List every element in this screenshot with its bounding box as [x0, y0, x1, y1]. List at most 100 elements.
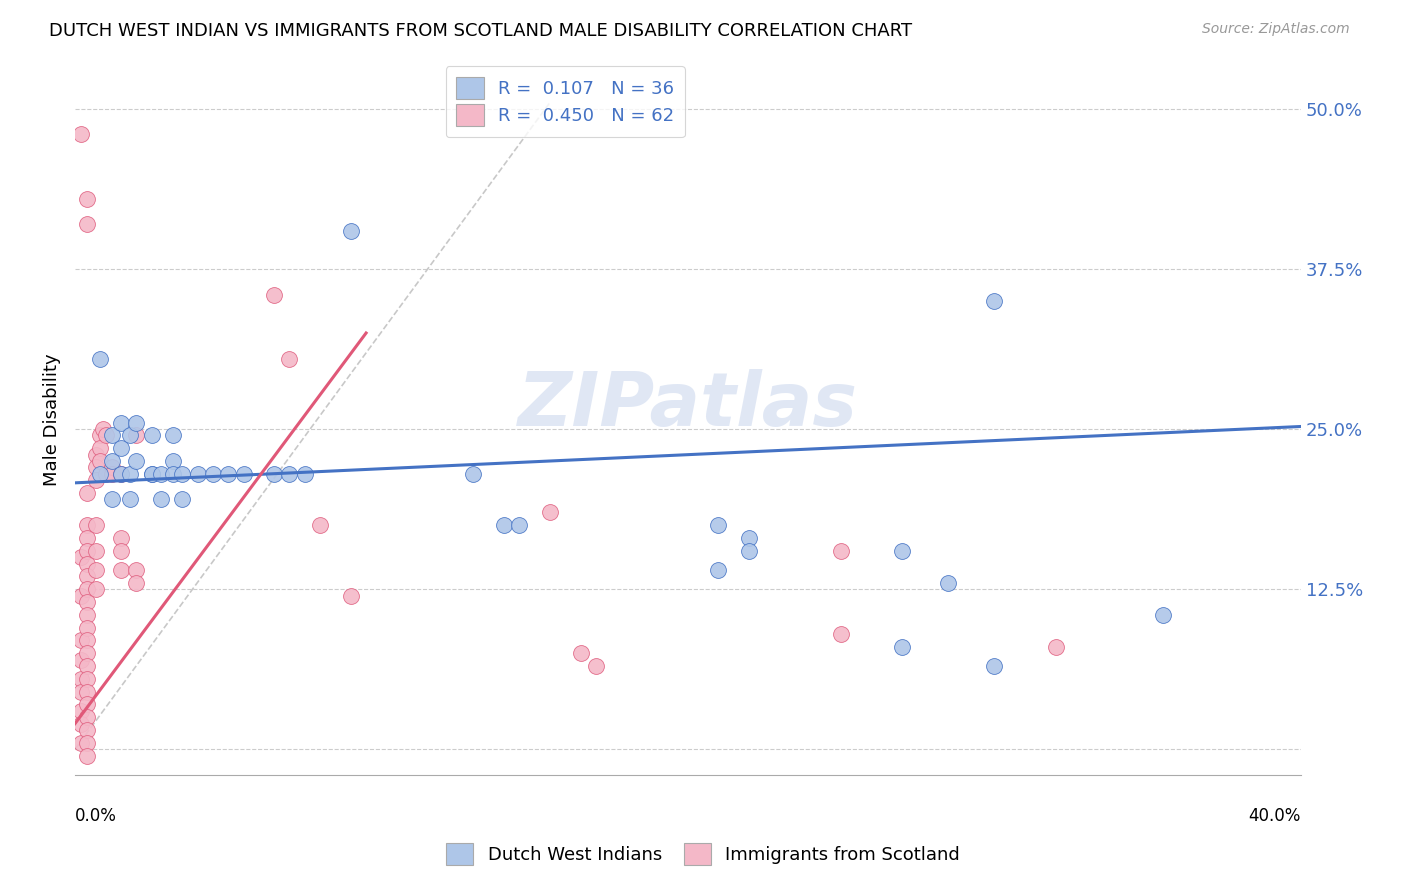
- Point: [707, 563, 730, 577]
- Point: [141, 467, 163, 481]
- Point: [110, 416, 132, 430]
- Point: [217, 467, 239, 481]
- Point: [263, 287, 285, 301]
- Point: [125, 563, 148, 577]
- Point: [76, 543, 98, 558]
- Point: [463, 467, 485, 481]
- Point: [76, 607, 98, 622]
- Point: [278, 351, 301, 366]
- Point: [492, 518, 515, 533]
- Point: [101, 454, 124, 468]
- Point: [201, 467, 224, 481]
- Point: [149, 492, 172, 507]
- Point: [89, 467, 111, 481]
- Point: [86, 460, 108, 475]
- Point: [70, 589, 93, 603]
- Legend: Dutch West Indians, Immigrants from Scotland: Dutch West Indians, Immigrants from Scot…: [436, 832, 970, 876]
- Point: [70, 704, 93, 718]
- Point: [101, 467, 124, 481]
- Point: [70, 128, 93, 142]
- Point: [70, 550, 93, 565]
- Point: [76, 217, 98, 231]
- Point: [120, 428, 142, 442]
- Point: [120, 492, 142, 507]
- Point: [983, 293, 1005, 308]
- Point: [125, 416, 148, 430]
- Point: [101, 492, 124, 507]
- Point: [339, 223, 361, 237]
- Point: [278, 467, 301, 481]
- Point: [172, 492, 194, 507]
- Point: [76, 192, 98, 206]
- Point: [125, 428, 148, 442]
- Point: [76, 569, 98, 583]
- Y-axis label: Male Disability: Male Disability: [44, 353, 60, 486]
- Point: [339, 589, 361, 603]
- Point: [76, 646, 98, 660]
- Point: [508, 518, 530, 533]
- Point: [76, 633, 98, 648]
- Point: [86, 473, 108, 487]
- Point: [125, 454, 148, 468]
- Point: [76, 748, 98, 763]
- Point: [94, 467, 117, 481]
- Point: [89, 351, 111, 366]
- Point: [76, 531, 98, 545]
- Point: [70, 633, 93, 648]
- Point: [101, 428, 124, 442]
- Point: [232, 467, 254, 481]
- Text: DUTCH WEST INDIAN VS IMMIGRANTS FROM SCOTLAND MALE DISABILITY CORRELATION CHART: DUTCH WEST INDIAN VS IMMIGRANTS FROM SCO…: [49, 22, 912, 40]
- Point: [120, 467, 142, 481]
- Point: [738, 531, 761, 545]
- Point: [149, 467, 172, 481]
- Point: [263, 467, 285, 481]
- Point: [141, 428, 163, 442]
- Point: [110, 531, 132, 545]
- Point: [569, 646, 592, 660]
- Point: [86, 448, 108, 462]
- Point: [86, 518, 108, 533]
- Point: [76, 486, 98, 500]
- Point: [86, 563, 108, 577]
- Point: [76, 557, 98, 571]
- Point: [1152, 607, 1174, 622]
- Point: [172, 467, 194, 481]
- Point: [76, 518, 98, 533]
- Point: [110, 563, 132, 577]
- Text: 40.0%: 40.0%: [1249, 807, 1301, 825]
- Point: [936, 575, 959, 590]
- Point: [162, 428, 184, 442]
- Point: [86, 582, 108, 596]
- Point: [830, 627, 852, 641]
- Point: [162, 454, 184, 468]
- Point: [70, 716, 93, 731]
- Point: [830, 543, 852, 558]
- Point: [187, 467, 209, 481]
- Point: [86, 543, 108, 558]
- Point: [76, 723, 98, 737]
- Point: [89, 428, 111, 442]
- Point: [101, 460, 124, 475]
- Point: [76, 582, 98, 596]
- Point: [738, 543, 761, 558]
- Point: [110, 442, 132, 456]
- Point: [89, 454, 111, 468]
- Point: [89, 442, 111, 456]
- Point: [141, 467, 163, 481]
- Point: [294, 467, 316, 481]
- Point: [70, 684, 93, 698]
- Point: [76, 672, 98, 686]
- Text: ZIPatlas: ZIPatlas: [517, 368, 858, 442]
- Point: [76, 684, 98, 698]
- Legend: R =  0.107   N = 36, R =  0.450   N = 62: R = 0.107 N = 36, R = 0.450 N = 62: [446, 66, 685, 137]
- Point: [76, 621, 98, 635]
- Point: [70, 652, 93, 666]
- Point: [538, 505, 561, 519]
- Point: [76, 659, 98, 673]
- Point: [76, 736, 98, 750]
- Point: [162, 467, 184, 481]
- Text: Source: ZipAtlas.com: Source: ZipAtlas.com: [1202, 22, 1350, 37]
- Point: [76, 710, 98, 724]
- Point: [76, 698, 98, 712]
- Point: [110, 543, 132, 558]
